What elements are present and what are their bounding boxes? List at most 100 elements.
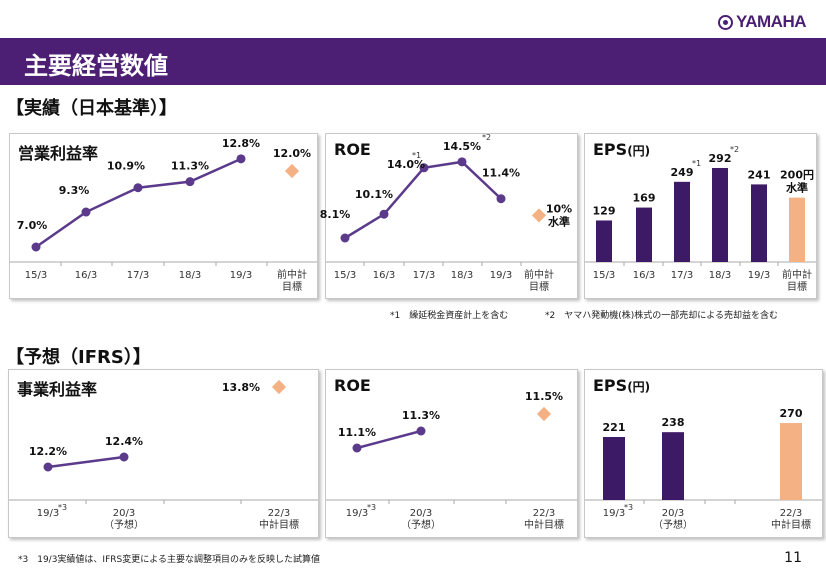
target-category-label: 目標 (282, 280, 302, 293)
eps-actual-panel: EPS(円) 15/3 16/3 17/3 18/3 19/3 前中計 目標 129 169 249… (584, 133, 817, 299)
category-label: 17/3 (127, 270, 149, 281)
data-label: 14.5% (443, 140, 481, 153)
chart-title: EPS(円) (593, 140, 651, 159)
category-label: 20/3 (662, 508, 684, 519)
data-label: 241 (748, 168, 771, 181)
tuning-fork-emblem-icon (717, 14, 733, 30)
target-label-2: 水準 (548, 214, 570, 228)
eps-forecast-panel: EPS(円) 19/3 *3 20/3 （予想） 22/3 中計目標 221 238 270 (584, 369, 823, 538)
target-category-label: 22/3 (268, 508, 290, 519)
category-label: 19/3 (346, 508, 368, 519)
actual-heading: 【実績（日本基準）】 (6, 98, 177, 119)
target-category-label: 前中計 (524, 268, 554, 281)
bar (751, 184, 767, 262)
data-label: 249 (671, 166, 694, 179)
category-label: 20/3 (410, 508, 432, 519)
category-label: 15/3 (334, 270, 356, 281)
target-label: 13.8% (222, 381, 260, 394)
roe-actual-panel: ROE 15/3 16/3 17/3 18/3 19/3 前中計 目標 8.1% 10.1% 14.… (320, 133, 578, 299)
data-note: *2 (730, 145, 739, 154)
category-label: 19/3 (603, 508, 625, 519)
chart-title: ROE (334, 376, 371, 395)
data-point (133, 183, 143, 193)
target-marker (284, 163, 300, 179)
category-label: 19/3 (748, 270, 770, 281)
category-note: *3 (58, 503, 67, 512)
bar (712, 167, 728, 262)
data-label: 12.2% (29, 445, 67, 458)
category-label: （予想） (653, 518, 693, 531)
logo-text: YAMAHA (735, 12, 807, 31)
footnote-1: *1 繰延税金資産計上を含む (390, 311, 509, 321)
target-label: 11.5% (525, 390, 563, 403)
target-marker (536, 406, 552, 422)
chart-svg: 15/3 16/3 17/3 18/3 19/3 前中計目標8.1%10.1%14.0%*… (320, 133, 577, 293)
page-number: 11 (784, 550, 802, 566)
data-label: 7.0% (17, 219, 48, 232)
data-label: 221 (603, 421, 626, 434)
footnote-2: *2 ヤマハ発動機(株)株式の一部売却による売却益を含む (545, 311, 778, 321)
category-label: 20/3 (113, 508, 135, 519)
target-label: 200円 (780, 169, 814, 182)
category-label: 18/3 (451, 270, 473, 281)
title-banner: 主要経営数値 (0, 38, 826, 85)
data-label: 238 (662, 416, 685, 429)
category-note: *3 (624, 503, 633, 512)
category-label: （予想） (401, 518, 441, 531)
category-label: 15/3 (25, 270, 47, 281)
category-label: 16/3 (373, 270, 395, 281)
category-note: *3 (367, 503, 376, 512)
data-label: 8.1% (320, 208, 351, 221)
data-point (185, 177, 195, 187)
data-point (236, 154, 246, 164)
data-label: 12.8% (222, 137, 260, 150)
target-category-label: 中計目標 (771, 518, 811, 531)
category-label: 17/3 (671, 270, 693, 281)
category-label: 17/3 (413, 270, 435, 281)
business-margin-panel: 事業利益率 19/3 *3 20/3 （予想） 22/3 中計目標 12.2% 12.4% 13.… (8, 369, 319, 538)
bar (674, 181, 690, 262)
chart-title: 事業利益率 (17, 380, 98, 399)
target-category-label: 中計目標 (259, 518, 299, 531)
data-note: *1 (692, 159, 701, 168)
chart-unit: (円) (627, 144, 651, 158)
series-line (47, 455, 125, 469)
target-category-label: 目標 (787, 280, 807, 293)
data-label: 11.4% (482, 167, 520, 180)
data-label: 14.0% (387, 158, 425, 171)
bar (596, 220, 612, 262)
category-label: 16/3 (75, 270, 97, 281)
data-note: *1 (412, 151, 421, 160)
target-marker (531, 208, 547, 223)
category-label: 18/3 (709, 270, 731, 281)
target-category-label: 22/3 (780, 508, 802, 519)
target-label: 270 (780, 407, 803, 420)
data-point (31, 242, 41, 252)
data-point (419, 163, 429, 173)
data-note: *2 (482, 133, 491, 142)
category-label: 18/3 (179, 270, 201, 281)
data-point (352, 443, 362, 453)
data-label: 12.4% (105, 435, 143, 448)
series-line (356, 429, 422, 450)
target-bar (780, 423, 802, 500)
bar (662, 432, 684, 500)
bar (603, 437, 625, 500)
target-category-label: 前中計 (782, 268, 812, 281)
data-point (379, 209, 389, 219)
data-label: 292 (709, 152, 732, 165)
bar (636, 207, 652, 262)
data-label: 10.1% (355, 188, 393, 201)
target-label-2: 水準 (786, 181, 808, 195)
roe-forecast-panel: ROE 19/3 *3 20/3 （予想） 22/3 中計目標 11.1% 11.3% 11.5% (325, 369, 578, 538)
forecast-heading: 【予想（IFRS）】 (6, 347, 151, 368)
data-label: 11.3% (171, 160, 209, 173)
data-label: 10.9% (107, 160, 145, 173)
category-label: 16/3 (633, 270, 655, 281)
